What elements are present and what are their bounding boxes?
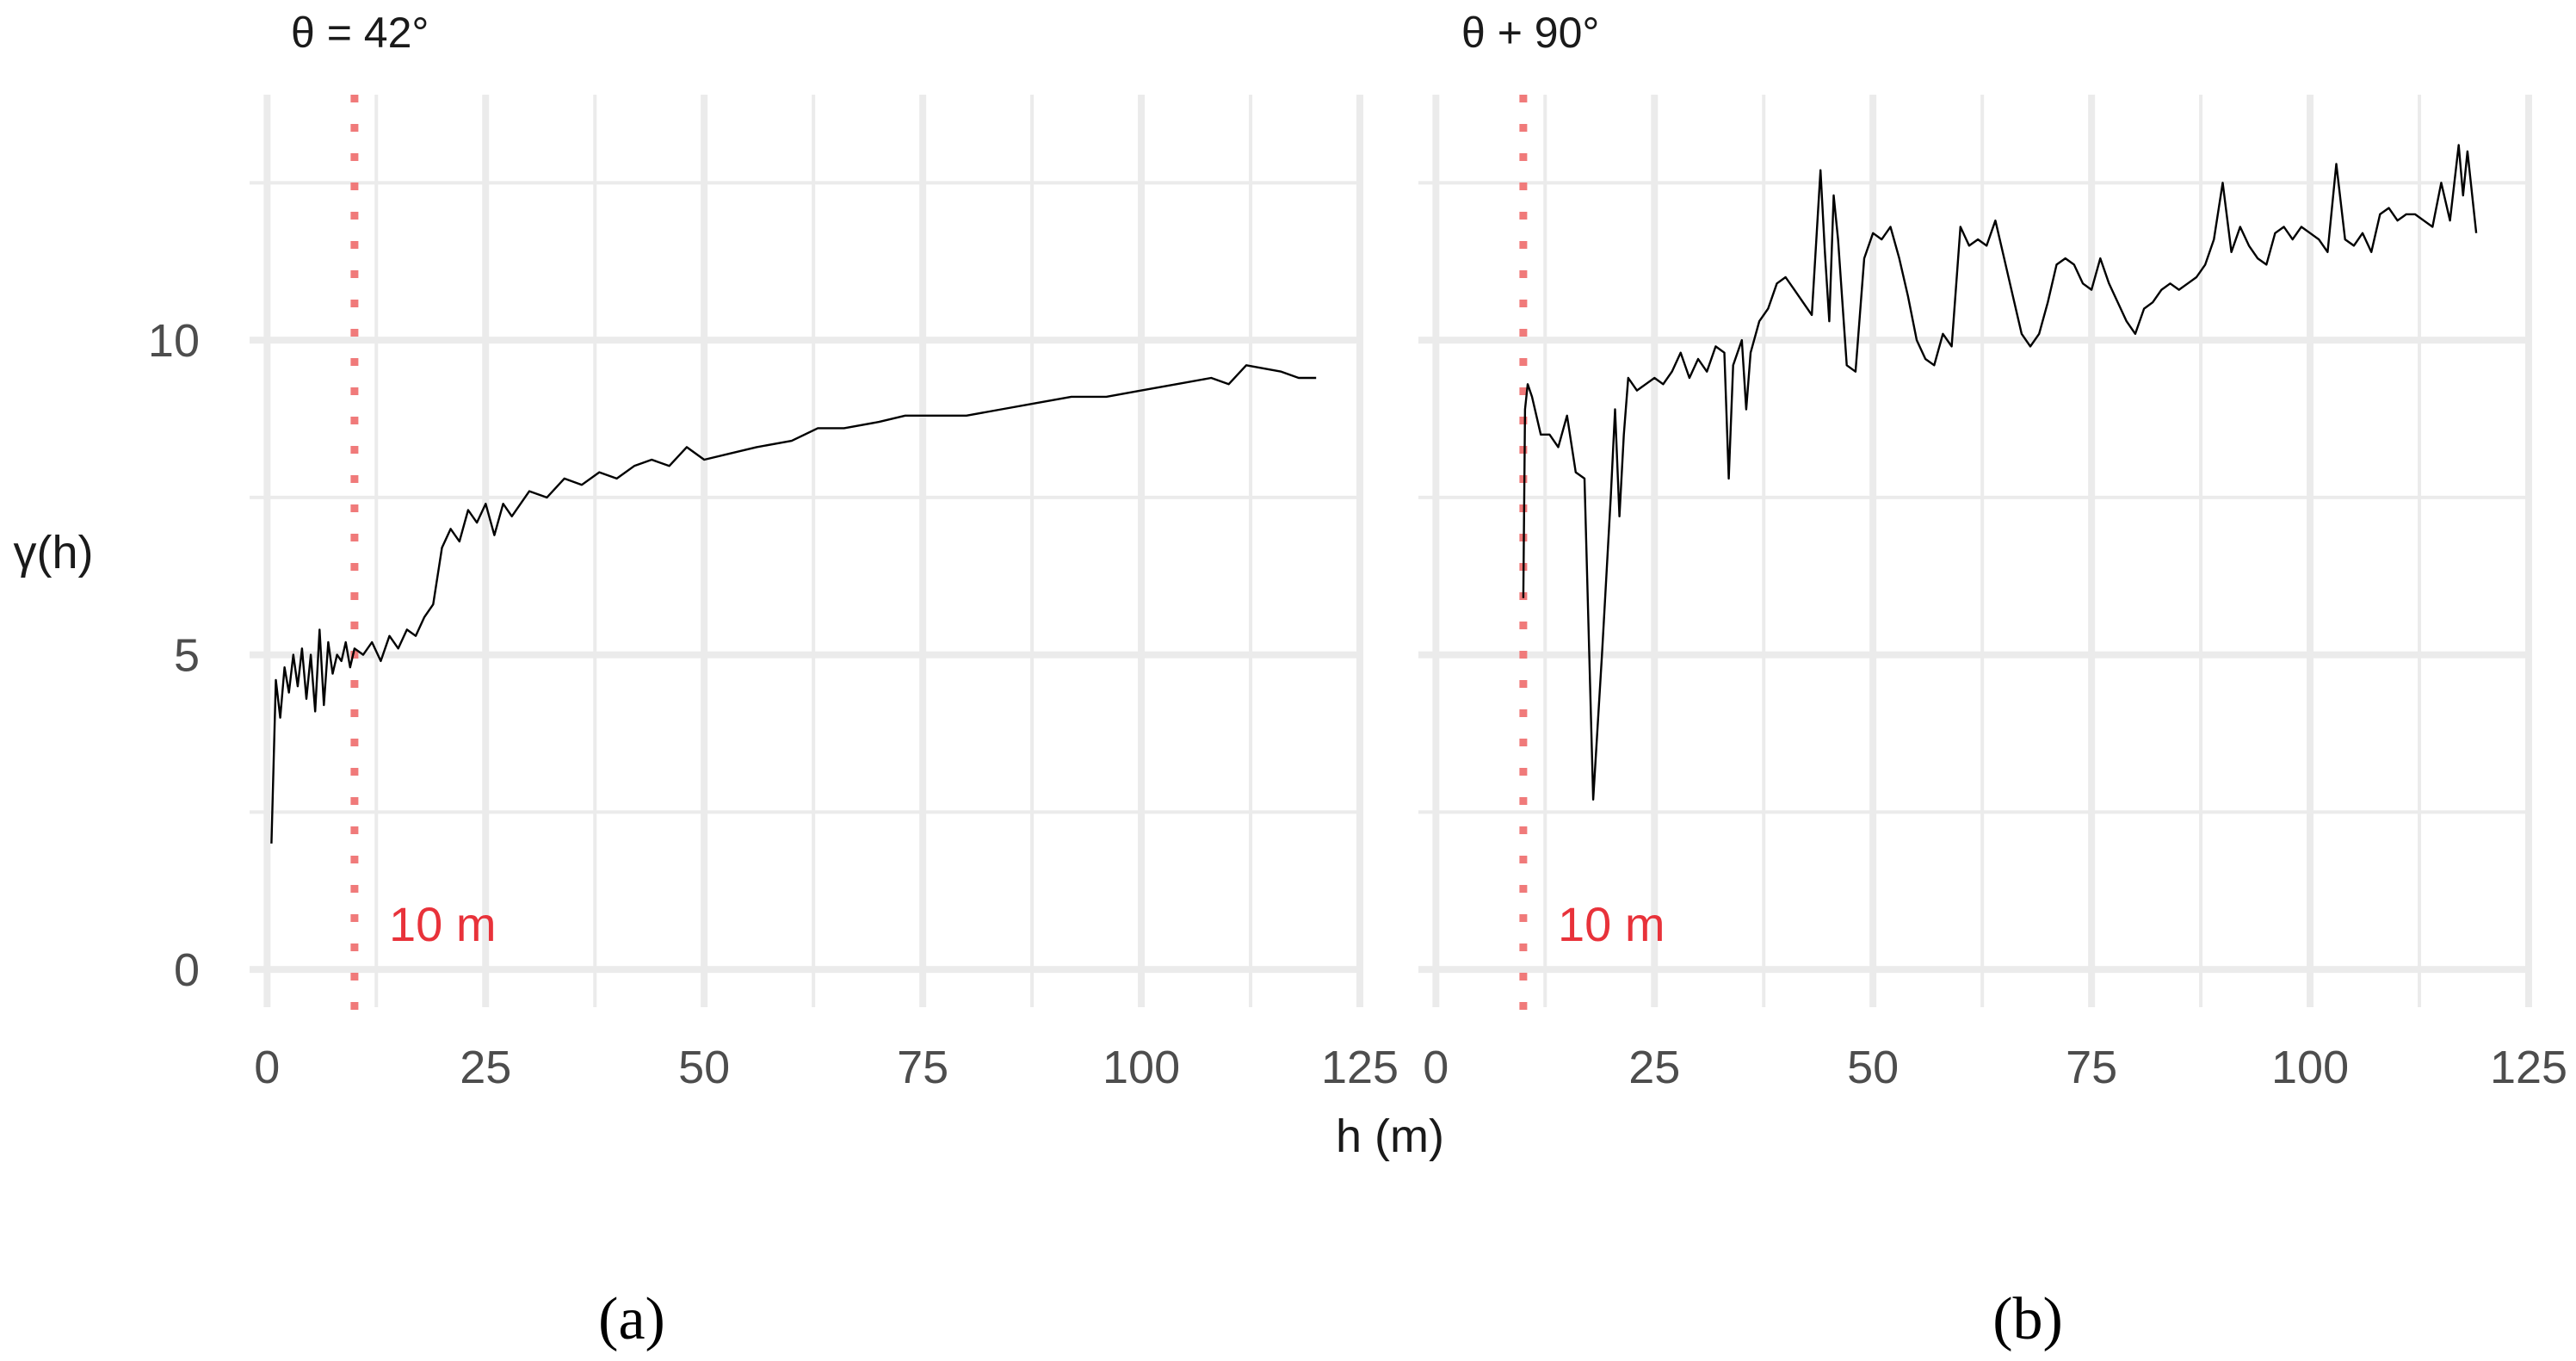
x-tick-label: 25 bbox=[1628, 1042, 1680, 1093]
y-tick-label: 10 bbox=[148, 315, 200, 367]
panel-b-x-ticks: 0 25 50 75 100 125 bbox=[1423, 1042, 2567, 1093]
panel-a-y-axis-title: γ(h) bbox=[14, 527, 94, 578]
panel-a-x-ticks: 0 25 50 75 100 125 bbox=[254, 1042, 1399, 1093]
series-line-0 bbox=[1522, 144, 2478, 801]
panel-a-letter: (a) bbox=[598, 1286, 665, 1352]
panel-a-plot-area bbox=[250, 95, 1360, 1007]
x-tick-label: 125 bbox=[2490, 1042, 2567, 1093]
x-tick-label: 0 bbox=[254, 1042, 280, 1093]
panel-b-grid bbox=[1418, 95, 2532, 1007]
panel-a-title: θ = 42° bbox=[291, 9, 429, 57]
x-tick-label: 0 bbox=[1423, 1042, 1449, 1093]
series-line-0 bbox=[270, 364, 1317, 844]
x-tick-label: 25 bbox=[460, 1042, 511, 1093]
x-tick-label: 75 bbox=[897, 1042, 948, 1093]
x-tick-label: 50 bbox=[1847, 1042, 1899, 1093]
x-tick-label: 100 bbox=[2271, 1042, 2349, 1093]
panel-a-y-ticks: 0 5 10 bbox=[148, 315, 200, 996]
panel-b-letter: (b) bbox=[1992, 1286, 2063, 1352]
y-tick-label: 0 bbox=[174, 944, 200, 996]
panel-b-plot-area bbox=[1418, 95, 2529, 1007]
panel-a-vline-label: 10 m bbox=[389, 897, 497, 951]
panel-a: 0 25 50 75 100 125 0 5 10 θ = 42° 10 m γ(h) (a) bbox=[14, 9, 1399, 1352]
panel-a-grid bbox=[250, 95, 1363, 1007]
x-tick-label: 100 bbox=[1103, 1042, 1180, 1093]
panel-b: 0 25 50 75 100 125 θ + 90° 10 m (b) bbox=[1418, 9, 2567, 1352]
x-tick-label: 125 bbox=[1321, 1042, 1399, 1093]
panel-a-series bbox=[270, 364, 1317, 844]
y-tick-label: 5 bbox=[174, 630, 200, 682]
x-axis-title: h (m) bbox=[1336, 1110, 1444, 1162]
panel-b-title: θ + 90° bbox=[1461, 9, 1599, 57]
panel-b-vline-label: 10 m bbox=[1558, 897, 1665, 951]
x-tick-label: 50 bbox=[678, 1042, 730, 1093]
x-tick-label: 75 bbox=[2066, 1042, 2117, 1093]
panel-b-series bbox=[1522, 144, 2478, 801]
